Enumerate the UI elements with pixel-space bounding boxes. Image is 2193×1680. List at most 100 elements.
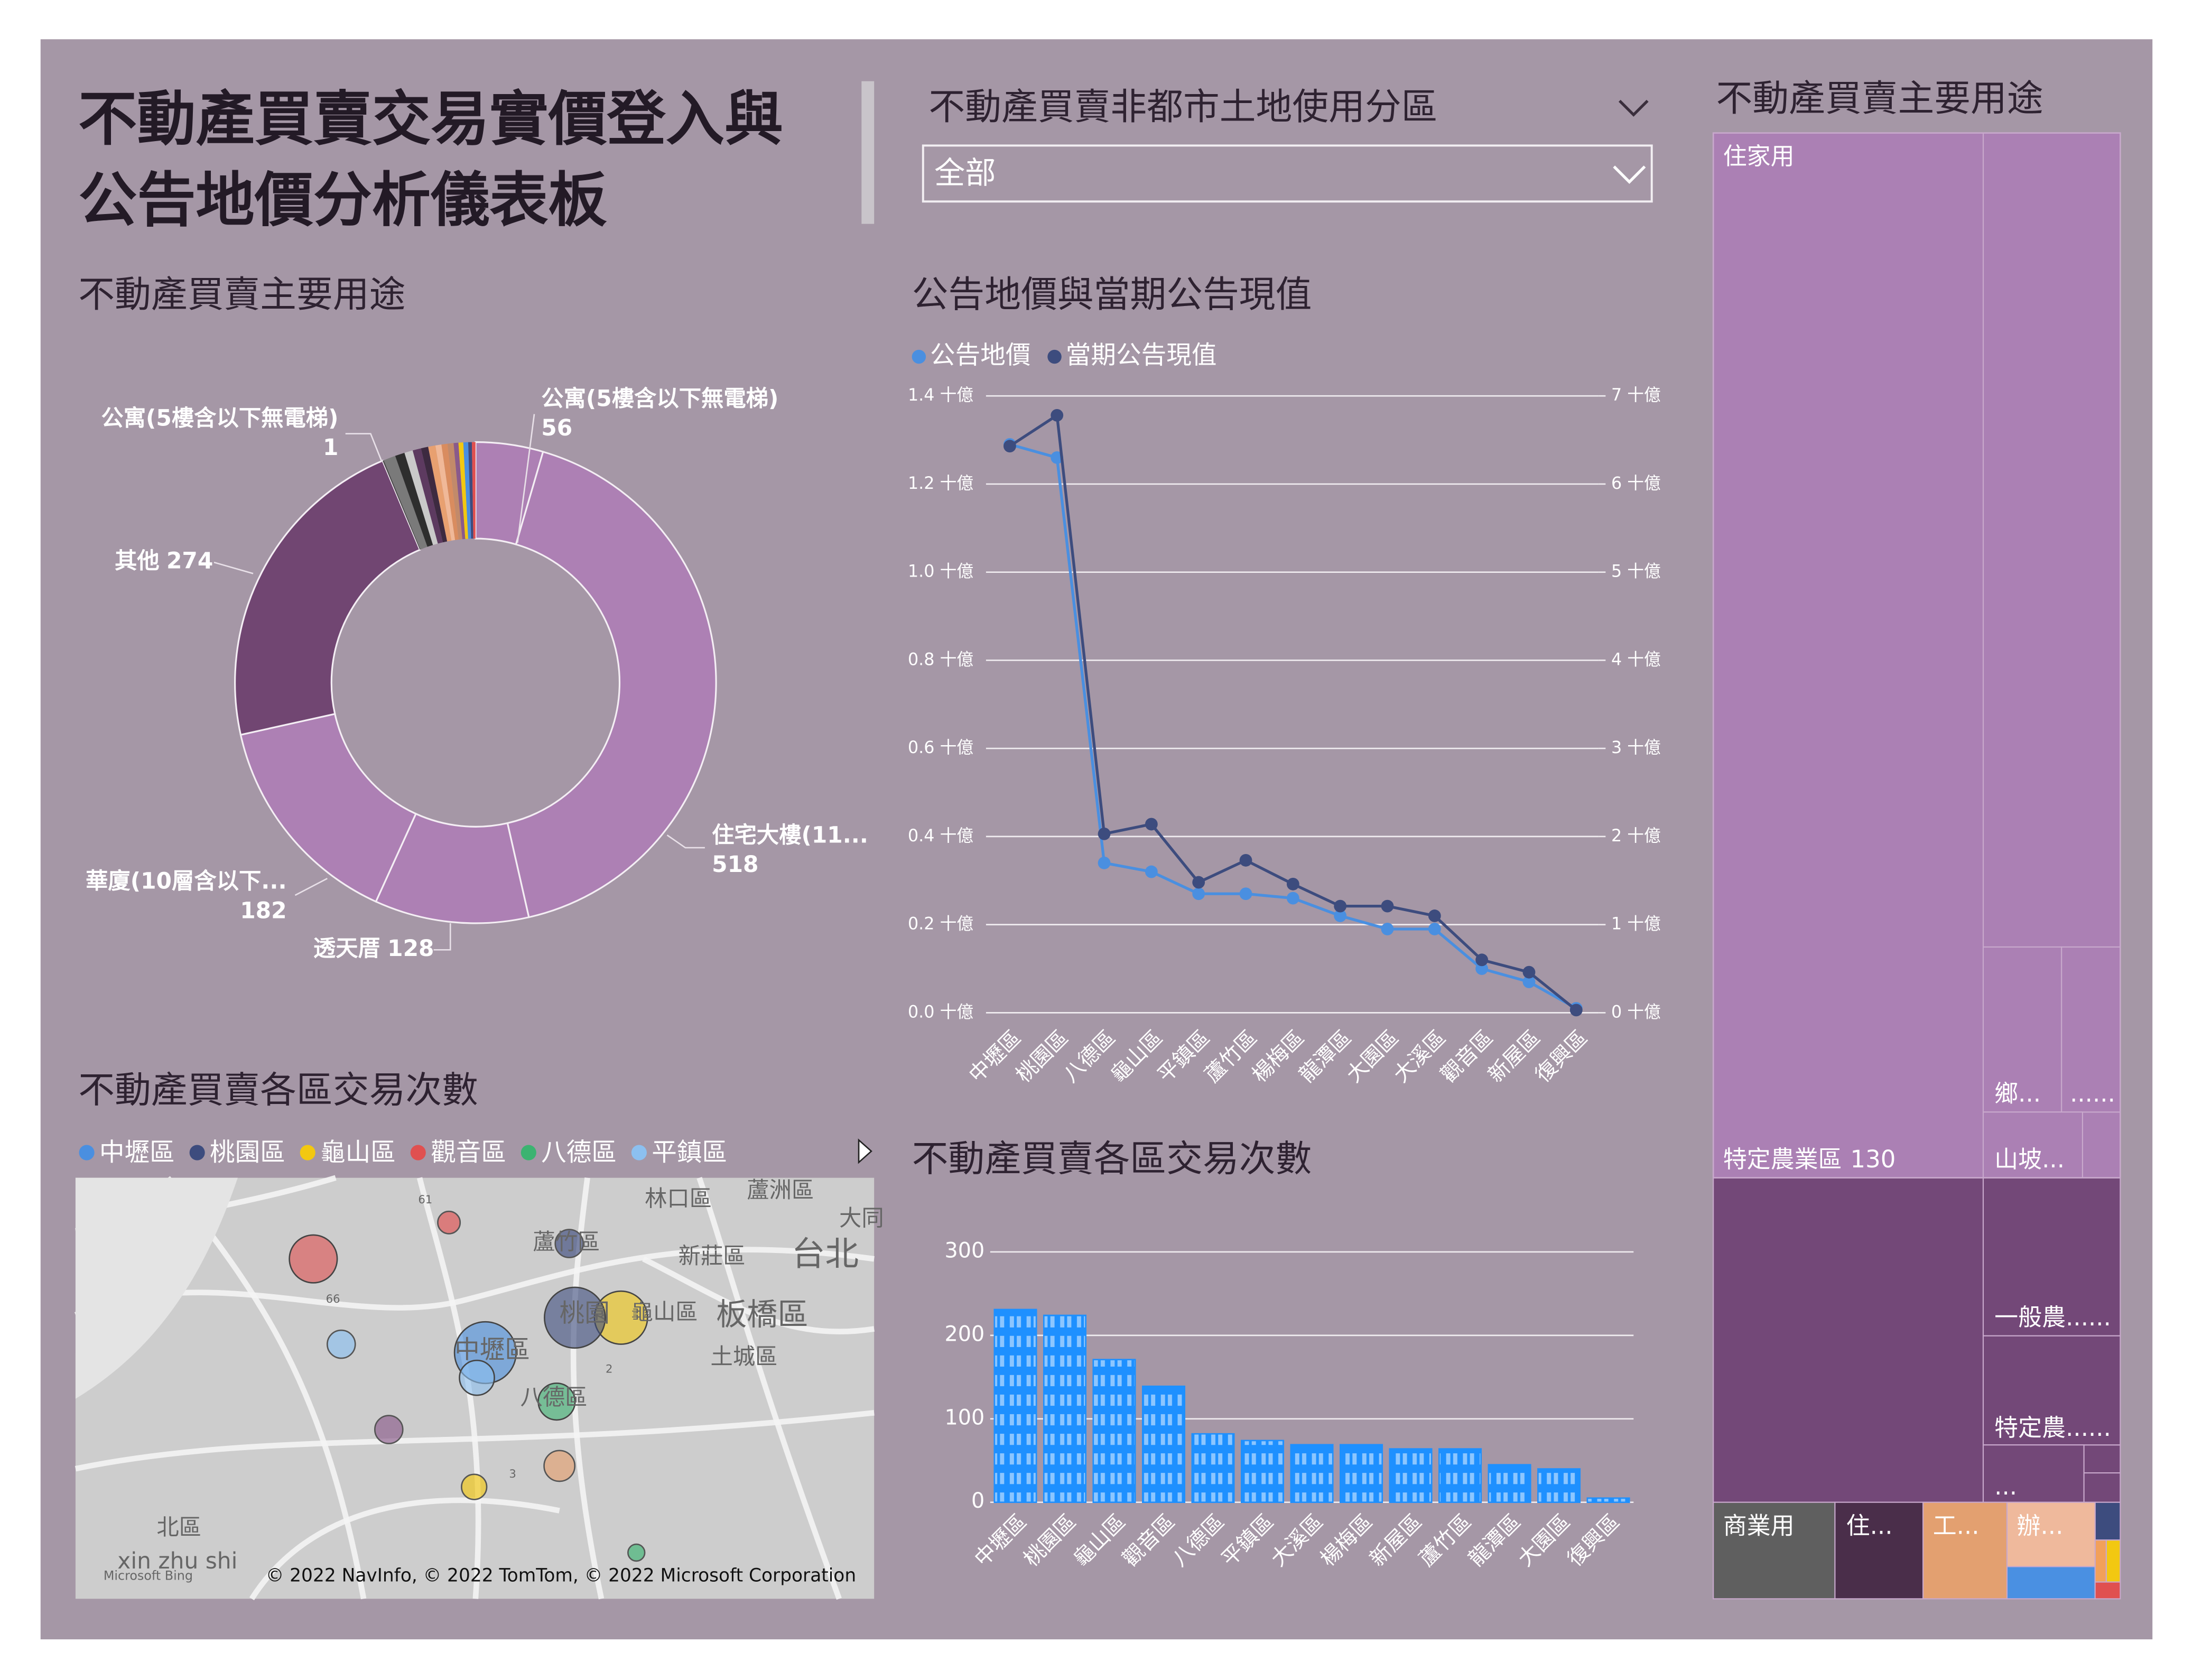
line-point (1239, 887, 1252, 901)
legend-label: 當期公告現值 (1066, 341, 1217, 370)
map-place-label: 3 (509, 1467, 516, 1480)
legend-marker (912, 349, 926, 364)
line-point (1475, 962, 1489, 975)
map-road (570, 1177, 605, 1600)
line-point (1381, 899, 1394, 913)
donut-slice (458, 442, 469, 539)
chart-title: 公告地價與當期公告現值 (912, 273, 1312, 315)
treemap-label: 山坡... (1994, 1145, 2065, 1173)
donut-slice (453, 442, 466, 540)
treemap-group-outline (1712, 132, 2121, 1178)
map-bubble (537, 1382, 576, 1421)
map-bubble-other (437, 1210, 461, 1235)
line-point (1051, 409, 1064, 422)
treemap-cell (2006, 1501, 2096, 1567)
map-place-label: 66 (326, 1292, 340, 1305)
y2-tick-label: 4 十億 (1611, 650, 1661, 669)
y2-tick-label: 1 十億 (1611, 915, 1661, 934)
donut-slice (506, 450, 717, 918)
legend-label: 八德區 (541, 1138, 617, 1167)
map-road (249, 1497, 560, 1601)
slicer-label: 不動產買賣非都市土地使用分區 (928, 86, 1437, 128)
donut-slice (435, 444, 456, 541)
map-place-label: 林口區 (645, 1186, 712, 1212)
map-road (74, 1247, 875, 1317)
leader-line (345, 433, 383, 462)
treemap-cell (2094, 1539, 2107, 1583)
slicer-collapse[interactable] (1618, 99, 1649, 117)
y2-tick-label: 3 十億 (1611, 738, 1661, 757)
treemap-label: 特定農...... (1994, 1414, 2111, 1442)
legend-marker (189, 1145, 205, 1161)
line-point (1428, 909, 1441, 922)
donut-slice (468, 442, 473, 539)
line-point (1145, 865, 1158, 878)
dropdown-value[interactable]: 全部 (934, 155, 996, 191)
y2-tick-label: 6 十億 (1611, 474, 1661, 493)
chart-title: 不動產買賣主要用途 (78, 273, 405, 315)
treemap-label: 特定農業區 (1723, 1145, 1842, 1173)
y-tick-label: 300 (944, 1238, 984, 1263)
line-point (1098, 827, 1111, 840)
chart-title: 不動產買賣各區交易次數 (912, 1138, 1312, 1180)
legend-label: 觀音區 (431, 1138, 506, 1167)
donut-slice (421, 447, 448, 543)
line-point (1286, 892, 1299, 905)
map-place-label: 桃園 (560, 1299, 610, 1328)
dropdown-box[interactable] (922, 144, 1653, 203)
y2-tick-label: 2 十億 (1611, 827, 1661, 846)
data-label-value: 1 (323, 434, 338, 460)
leader-line (433, 923, 451, 951)
map-bubble (459, 1359, 495, 1396)
map-bubble (289, 1234, 338, 1284)
line-point (1145, 818, 1158, 831)
line-point (1239, 853, 1252, 867)
dropdown-arrow[interactable] (1613, 165, 1646, 184)
treemap-cell (1982, 1177, 2121, 1336)
donut-slice (404, 450, 438, 545)
data-label-name: 透天厝 (313, 935, 380, 961)
treemap-cell (1982, 1111, 2083, 1178)
donut-slice (412, 448, 443, 544)
map-bubble (544, 1286, 606, 1349)
treemap-label: 鄉... (1994, 1080, 2041, 1108)
map-bubble-other (374, 1415, 404, 1444)
treemap-cell (1834, 1501, 1924, 1600)
map-place-label: 中壢區 (454, 1335, 530, 1365)
data-label-name: 公寓(5樓含以下無電梯) (101, 405, 338, 431)
map-bubble-other (554, 1229, 584, 1258)
treemap-cell (2061, 946, 2121, 1113)
map-road (75, 1410, 875, 1472)
line-point (1475, 953, 1489, 967)
line-point (1334, 909, 1347, 922)
slicer-dropdown[interactable]: 全部 (922, 144, 1653, 203)
y-tick-label: 0 (971, 1489, 984, 1513)
leader-line (516, 414, 535, 543)
donut-slice (384, 456, 428, 550)
treemap-cell (1713, 132, 1984, 1178)
y2-tick-label: 0 十億 (1611, 1003, 1661, 1022)
treemap-cell (2083, 1444, 2121, 1474)
leader-line (294, 878, 328, 896)
bar (1389, 1448, 1433, 1503)
bar (1241, 1440, 1285, 1503)
map-place-label: 蘆洲區 (747, 1177, 814, 1203)
map-place-label: 板橋區 (716, 1296, 809, 1332)
map-road (696, 1176, 842, 1600)
treemap-label: 商業用 (1723, 1511, 1795, 1539)
map-place-label: 61 (418, 1193, 432, 1206)
bar (1043, 1314, 1087, 1503)
leader-line (213, 561, 254, 574)
treemap-label: 一般農...... (1994, 1303, 2111, 1331)
map-place-label: 新莊區 (679, 1243, 746, 1269)
bar (993, 1308, 1037, 1503)
treemap-cell (2082, 1111, 2121, 1178)
legend-next[interactable] (858, 1138, 872, 1164)
treemap-cell (1982, 1335, 2121, 1446)
y-tick-label: 100 (944, 1405, 984, 1430)
bar (1340, 1444, 1383, 1503)
donut-slice (428, 445, 452, 542)
